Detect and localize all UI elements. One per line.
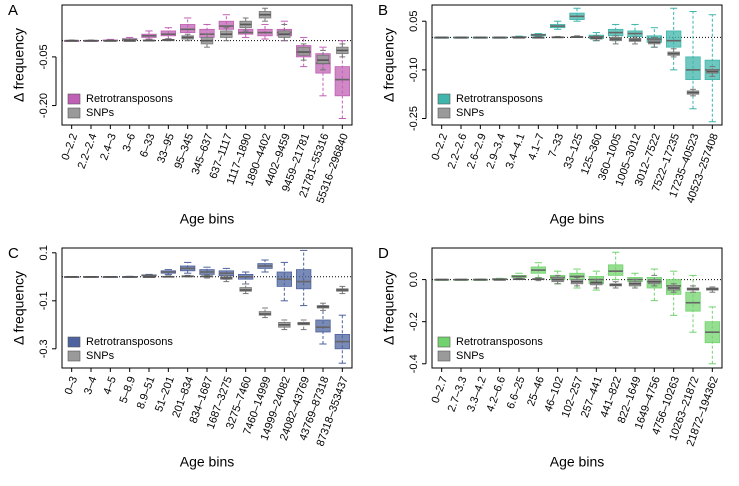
x-tick-label: 0–2.2 <box>60 132 81 162</box>
x-tick-label: 33–95 <box>155 132 177 165</box>
panel: C Δ frequency Age bins 0.1 -0.1 -0.3 0–3 3–4 4–5… <box>8 245 353 470</box>
legend-label: Retrotransposons <box>86 93 173 105</box>
box <box>666 30 682 48</box>
box <box>608 264 624 276</box>
panel-letter: B <box>378 2 388 19</box>
x-axis-title: Age bins <box>550 454 604 470</box>
box <box>180 24 196 33</box>
x-axis-title: Age bins <box>550 211 604 227</box>
y-tick-label: -0.20 <box>38 93 50 118</box>
x-tick-label: 3–4 <box>82 375 100 396</box>
x-tick-label: 3–6 <box>121 132 139 153</box>
y-tick-label: -0.3 <box>38 339 50 358</box>
x-tick-label: 7–33 <box>547 132 567 159</box>
x-tick-label: 6–33 <box>138 132 158 159</box>
y-axis-title: Δ frequency <box>381 28 397 102</box>
y-tick-label: -0.1 <box>38 291 50 310</box>
legend-label: SNPs <box>456 107 485 119</box>
y-axis-title: Δ frequency <box>381 271 397 345</box>
x-axis-title: Age bins <box>180 454 234 470</box>
box <box>296 269 312 290</box>
legend-swatch <box>437 107 451 119</box>
legend-label: SNPs <box>456 350 485 362</box>
legend-swatch <box>67 336 81 348</box>
legend-label: SNPs <box>86 107 115 119</box>
x-tick-label: 4–5 <box>101 375 119 396</box>
box <box>685 291 701 312</box>
y-axis-title: Δ frequency <box>11 28 27 102</box>
box <box>160 30 176 37</box>
legend-swatch <box>437 336 451 348</box>
legend-swatch <box>437 350 451 362</box>
x-tick-label: 25–46 <box>525 375 547 408</box>
y-tick-label: 0.0 <box>408 272 420 287</box>
legend-label: Retrotransposons <box>456 336 543 348</box>
x-tick-label: 4.1–7 <box>526 132 547 162</box>
panel-letter: A <box>8 2 18 19</box>
x-axis-title: Age bins <box>180 211 234 227</box>
x-tick-label: 0–2.2 <box>430 132 451 162</box>
legend-swatch <box>67 350 81 362</box>
x-tick-label: 5–8.9 <box>118 375 139 405</box>
y-tick-label: 0.05 <box>408 11 420 32</box>
box <box>297 46 310 56</box>
y-tick-label: -0.10 <box>408 57 420 82</box>
panel-letter: D <box>378 245 389 262</box>
legend-label: SNPs <box>86 350 115 362</box>
x-tick-label: 0–2.7 <box>430 375 451 405</box>
panel-letter: C <box>8 245 19 262</box>
legend-label: Retrotransposons <box>456 93 543 105</box>
box <box>315 319 331 333</box>
y-tick-label: -0.4 <box>408 354 420 373</box>
y-tick-label: -0.25 <box>408 106 420 131</box>
y-tick-label: -0.05 <box>38 44 50 69</box>
x-tick-label: 6.6–25 <box>505 375 528 411</box>
legend-label: Retrotransposons <box>86 336 173 348</box>
y-tick-label: 0.1 <box>38 245 50 260</box>
legend-swatch <box>437 93 451 105</box>
y-axis-title: Δ frequency <box>11 271 27 345</box>
box <box>685 56 701 80</box>
box <box>316 54 330 64</box>
legend-swatch <box>67 93 81 105</box>
y-tick-label: -0.2 <box>408 312 420 331</box>
box <box>334 66 350 97</box>
x-tick-label: 0–3 <box>63 375 81 396</box>
legend-swatch <box>67 107 81 119</box>
x-tick-label: 2.4–3 <box>98 132 119 162</box>
